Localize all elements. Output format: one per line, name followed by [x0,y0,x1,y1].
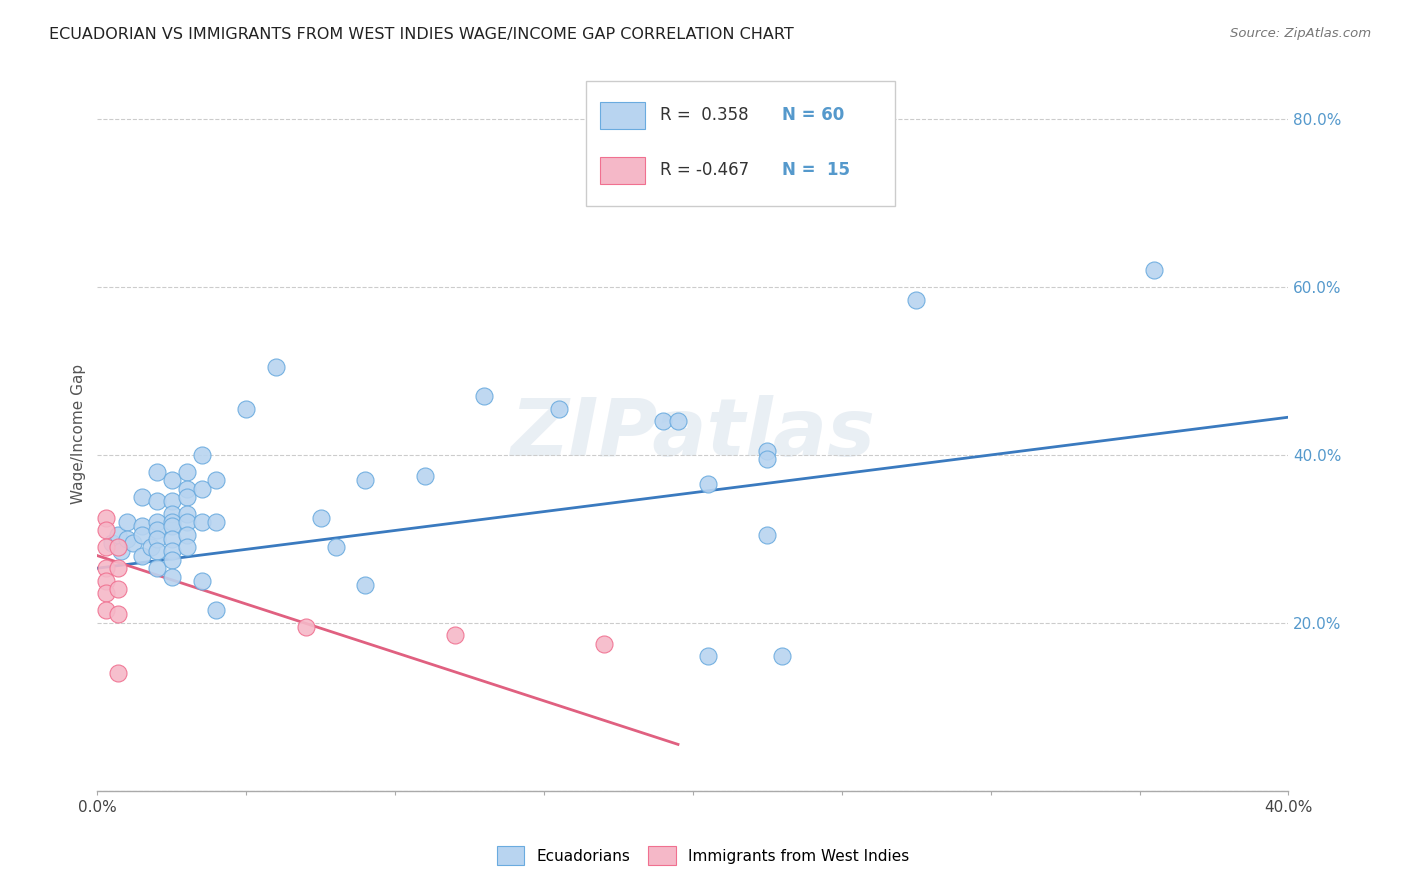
Point [131,519,153,533]
Point [176,540,198,554]
Point [160,515,183,529]
Point [107,607,129,622]
Point [96,511,118,525]
FancyBboxPatch shape [600,102,645,128]
Point [131,490,153,504]
Point [160,519,183,533]
Point [756,443,779,458]
Point [205,603,228,617]
Point [160,553,183,567]
Point [696,477,718,491]
Text: Source: ZipAtlas.com: Source: ZipAtlas.com [1230,27,1371,40]
FancyBboxPatch shape [586,81,896,206]
Point [190,448,212,462]
Point [110,544,132,558]
Point [652,414,675,428]
Point [131,549,153,563]
Point [235,401,257,416]
Point [474,389,496,403]
Point [115,532,138,546]
Text: R =  0.358: R = 0.358 [659,106,748,124]
Point [131,527,153,541]
Point [354,473,377,487]
Point [160,494,183,508]
Point [325,540,347,554]
Point [107,540,129,554]
Point [905,293,928,307]
Point [96,524,118,538]
FancyBboxPatch shape [600,157,645,184]
Point [205,515,228,529]
Point [190,482,212,496]
Point [176,490,198,504]
Text: N = 60: N = 60 [782,106,845,124]
Point [160,473,183,487]
Point [146,465,169,479]
Point [107,527,129,541]
Point [1143,263,1166,277]
Text: ZIPatlas: ZIPatlas [510,395,876,473]
Point [176,465,198,479]
Point [160,569,183,583]
Point [96,574,118,588]
Point [96,586,118,600]
Point [96,603,118,617]
Legend: Ecuadorians, Immigrants from West Indies: Ecuadorians, Immigrants from West Indies [491,840,915,871]
Point [107,561,129,575]
Point [176,515,198,529]
Point [294,620,316,634]
Point [146,494,169,508]
Point [160,544,183,558]
Point [264,359,287,374]
Point [107,582,129,597]
Point [139,540,162,554]
Point [176,482,198,496]
Y-axis label: Wage/Income Gap: Wage/Income Gap [72,364,86,504]
Point [592,637,614,651]
Point [354,578,377,592]
Point [176,507,198,521]
Text: R = -0.467: R = -0.467 [659,161,748,179]
Point [666,414,689,428]
Point [146,524,169,538]
Point [548,401,571,416]
Point [107,666,129,681]
Point [146,544,169,558]
Point [443,628,465,642]
Point [101,536,124,550]
Point [146,532,169,546]
Point [756,527,779,541]
Text: ECUADORIAN VS IMMIGRANTS FROM WEST INDIES WAGE/INCOME GAP CORRELATION CHART: ECUADORIAN VS IMMIGRANTS FROM WEST INDIE… [49,27,794,42]
Point [146,561,169,575]
Point [413,469,436,483]
Point [160,507,183,521]
Text: N =  15: N = 15 [782,161,851,179]
Point [756,452,779,467]
Point [190,515,212,529]
Point [160,532,183,546]
Point [190,574,212,588]
Point [96,540,118,554]
Point [176,527,198,541]
Point [770,649,793,664]
Point [96,561,118,575]
Point [115,515,138,529]
Point [146,515,169,529]
Point [205,473,228,487]
Point [122,536,145,550]
Point [309,511,332,525]
Point [696,649,718,664]
